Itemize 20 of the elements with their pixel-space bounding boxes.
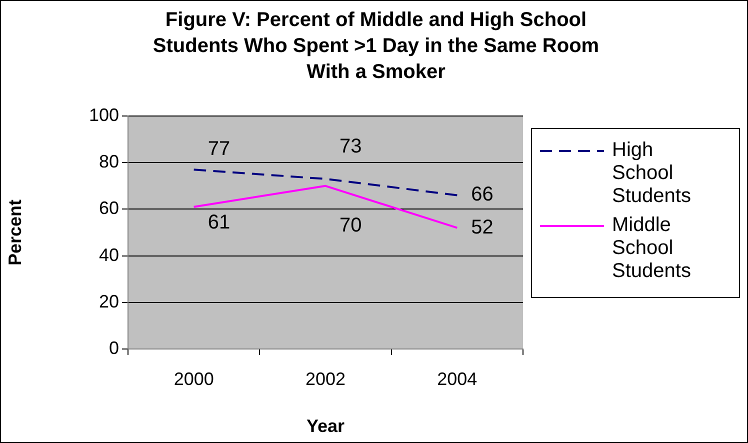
data-label: 73 — [340, 135, 362, 158]
x-axis-title: Year — [306, 416, 345, 436]
data-label: 70 — [340, 214, 362, 236]
legend-label: High School Students — [612, 139, 692, 208]
data-label: 52 — [471, 216, 494, 238]
y-tick-label: 60 — [98, 198, 119, 218]
legend-label: Middle School Students — [612, 214, 692, 283]
x-tick-label: 2002 — [305, 368, 346, 389]
data-label: 61 — [208, 211, 230, 234]
data-label: 66 — [471, 184, 494, 206]
y-tick-label: 0 — [108, 338, 119, 358]
y-tick-label: 20 — [98, 291, 119, 312]
y-axis-title: Percent — [4, 199, 25, 266]
y-tick-label: 80 — [98, 152, 119, 172]
y-tick-label: 100 — [88, 104, 119, 125]
x-tick-label: 2004 — [437, 368, 478, 389]
data-label: 77 — [208, 138, 230, 160]
chart-title: Figure V: Percent of Middle and High School Students Who Spent >1 Day in the Same Room With a Smoker — [152, 8, 600, 85]
y-tick-label: 40 — [98, 244, 119, 265]
x-tick-label: 2000 — [174, 368, 214, 389]
